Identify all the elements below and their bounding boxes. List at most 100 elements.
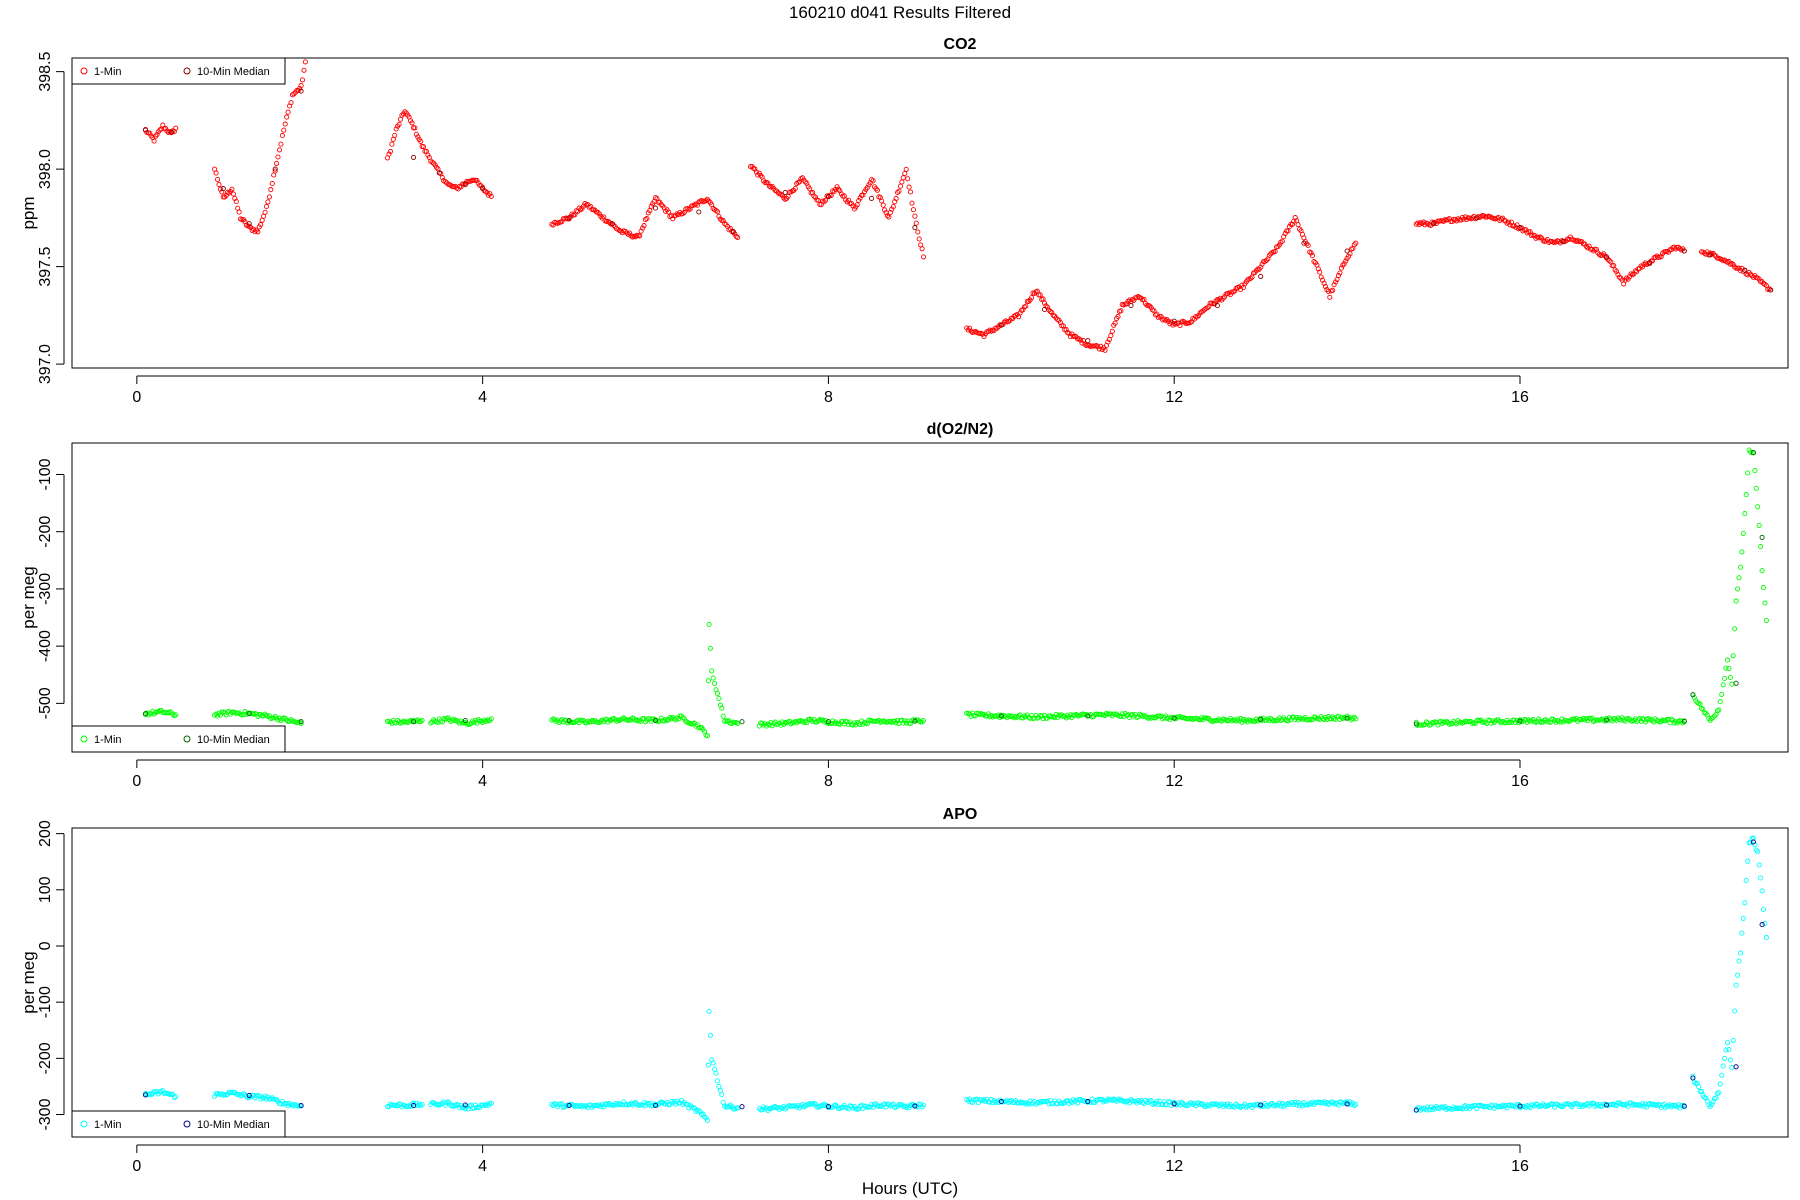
x-tick-label: 4 [478,1158,487,1175]
data-point [1037,292,1043,298]
data-point [298,88,304,94]
data-point [1118,308,1124,314]
data-point [850,1105,856,1111]
data-point [1760,906,1767,912]
data-point [1621,717,1627,723]
data-point [709,668,715,674]
data-point [833,1102,839,1108]
data-point [281,127,287,133]
data-point [1729,1065,1735,1071]
data-point [1413,1107,1419,1113]
data-point [151,138,157,144]
data-point [250,226,257,232]
data-point [1733,598,1739,604]
data-point [919,246,925,252]
data-point [1137,1099,1143,1105]
data-point [696,209,702,215]
data-point [1344,715,1350,721]
data-point [1733,1064,1739,1070]
data-point [287,1100,293,1106]
data-point [243,712,249,718]
y-axis-label: per meg [19,951,38,1013]
data-point [1109,328,1115,334]
data-point [903,1104,909,1110]
data-point [1428,1104,1434,1110]
data-point [1647,1101,1653,1107]
data-point [1606,258,1612,264]
data-point [233,198,239,205]
data-point [436,170,442,176]
data-point [1108,333,1114,339]
data-point [1717,698,1723,705]
data-point [1029,295,1035,301]
data-point [1017,310,1023,316]
data-point [844,719,850,725]
data-point [410,154,417,160]
data-point [1333,279,1339,285]
data-point [266,194,272,200]
data-point [1675,244,1682,250]
data-point [1423,1107,1429,1113]
data-point [1517,225,1523,231]
data-point [1341,261,1347,267]
data-point [1749,273,1755,279]
data-point [821,199,827,205]
data-point [670,216,676,222]
data-point [1736,575,1742,581]
data-point [1258,264,1264,270]
panel-apo: APO 0 4 8 12 16 -300 -200 -100 0 100 200 per meg 1-Mi… [19,806,1789,1175]
data-point [730,228,736,235]
data-point [1193,1103,1199,1109]
data-point [272,166,278,172]
data-point [1760,585,1767,591]
data-point [985,328,991,335]
plot-frame [71,827,1789,1138]
data-point [256,1093,262,1099]
data-point [893,720,899,726]
data-point [1559,716,1565,722]
data-point [482,1102,489,1108]
series-1-min [142,447,1769,739]
data-point [1755,504,1761,510]
data-point [920,1102,927,1108]
data-point [735,720,741,726]
data-point [569,211,575,217]
data-point [1750,839,1756,845]
data-point [1716,707,1722,713]
data-point [415,134,421,140]
y-tick-label: -200 [37,516,54,548]
data-point [1353,240,1359,246]
data-point [1338,265,1344,271]
data-point [1026,1101,1032,1107]
data-point [1753,485,1759,491]
data-point [1520,228,1526,234]
data-point [1700,1093,1706,1099]
data-point [1455,216,1461,222]
data-point [726,718,732,724]
data-point [1654,1103,1660,1109]
data-point [595,210,601,216]
data-point [1690,1075,1696,1081]
data-point [1745,470,1751,476]
data-point [1724,1040,1731,1046]
data-point [1719,1072,1725,1078]
data-point [625,231,631,237]
data-point [652,1102,659,1109]
data-point [1344,248,1350,254]
data-point [1681,248,1687,254]
data-point [707,1032,713,1038]
data-point [288,100,294,106]
data-point [418,1103,424,1109]
data-point [1681,1103,1687,1109]
data-point [919,719,925,725]
data-point [1750,450,1756,456]
data-point [712,680,718,686]
data-point [1759,568,1765,574]
data-point [707,645,713,651]
data-point [173,125,179,131]
y-tick-label: -400 [37,630,54,662]
data-point [906,184,912,190]
panel-title: APO [943,806,978,823]
data-point [596,211,602,217]
data-point [886,214,892,220]
